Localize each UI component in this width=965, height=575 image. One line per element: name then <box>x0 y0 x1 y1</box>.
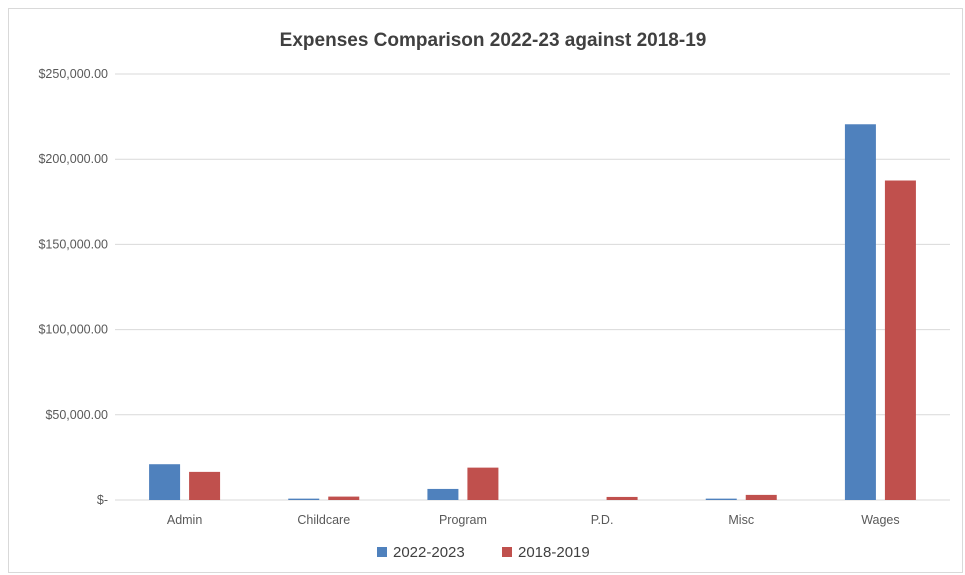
x-tick-label: Misc <box>728 513 754 527</box>
legend-label: 2018-2019 <box>518 544 590 561</box>
x-tick-label: P.D. <box>591 513 614 527</box>
bar-2018-2019 <box>606 496 638 500</box>
x-tick-label: Program <box>439 513 487 527</box>
bar-2018-2019 <box>189 471 221 500</box>
x-tick-label: Admin <box>167 513 202 527</box>
y-tick-label: $150,000.00 <box>38 237 108 251</box>
bar-2018-2019 <box>328 496 360 500</box>
bar-2022-2023 <box>149 464 181 500</box>
bar-2022-2023 <box>705 498 737 500</box>
legend: 2022-2023 2018-2019 <box>377 544 590 561</box>
bar-2022-2023 <box>288 498 320 500</box>
bar-2018-2019 <box>884 180 916 500</box>
bar-2018-2019 <box>467 467 499 500</box>
bar-2018-2019 <box>745 494 777 500</box>
legend-label: 2022-2023 <box>393 544 465 561</box>
y-tick-label: $50,000.00 <box>45 408 108 422</box>
y-tick-label: $100,000.00 <box>38 323 108 337</box>
legend-swatch <box>502 547 512 557</box>
x-axis: Admin Childcare Program P.D. Misc Wages <box>167 513 900 527</box>
bar-2022-2023 <box>844 124 876 500</box>
y-tick-label: $- <box>97 493 108 507</box>
y-axis: $- $50,000.00 $100,000.00 $150,000.00 $200,0… <box>38 67 108 507</box>
chart-title: Expenses Comparison 2022-23 against 2018… <box>280 30 707 51</box>
legend-swatch <box>377 547 387 557</box>
bar-2022-2023 <box>427 488 459 500</box>
y-tick-label: $250,000.00 <box>38 67 108 81</box>
x-tick-label: Wages <box>861 513 899 527</box>
y-tick-label: $200,000.00 <box>38 152 108 166</box>
x-tick-label: Childcare <box>297 513 350 527</box>
bars <box>149 124 916 500</box>
gridlines <box>115 73 950 501</box>
